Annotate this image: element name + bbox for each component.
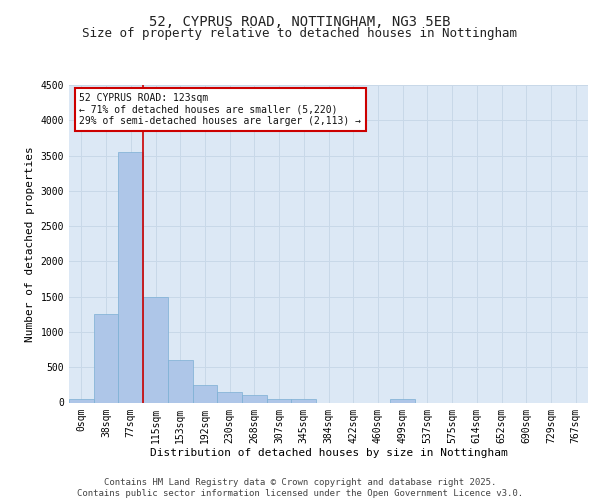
Y-axis label: Number of detached properties: Number of detached properties	[25, 146, 35, 342]
Text: 52 CYPRUS ROAD: 123sqm
← 71% of detached houses are smaller (5,220)
29% of semi-: 52 CYPRUS ROAD: 123sqm ← 71% of detached…	[79, 93, 361, 126]
Bar	[143, 296, 168, 403]
Bar	[193, 385, 217, 402]
Bar	[390, 399, 415, 402]
Text: 52, CYPRUS ROAD, NOTTINGHAM, NG3 5EB: 52, CYPRUS ROAD, NOTTINGHAM, NG3 5EB	[149, 15, 451, 29]
X-axis label: Distribution of detached houses by size in Nottingham: Distribution of detached houses by size …	[149, 448, 508, 458]
Text: Size of property relative to detached houses in Nottingham: Size of property relative to detached ho…	[83, 28, 517, 40]
Bar	[69, 399, 94, 402]
Bar	[292, 399, 316, 402]
Text: Contains HM Land Registry data © Crown copyright and database right 2025.
Contai: Contains HM Land Registry data © Crown c…	[77, 478, 523, 498]
Bar	[242, 396, 267, 402]
Bar	[168, 360, 193, 403]
Bar	[217, 392, 242, 402]
Bar	[267, 399, 292, 402]
Bar	[118, 152, 143, 403]
Bar	[94, 314, 118, 402]
